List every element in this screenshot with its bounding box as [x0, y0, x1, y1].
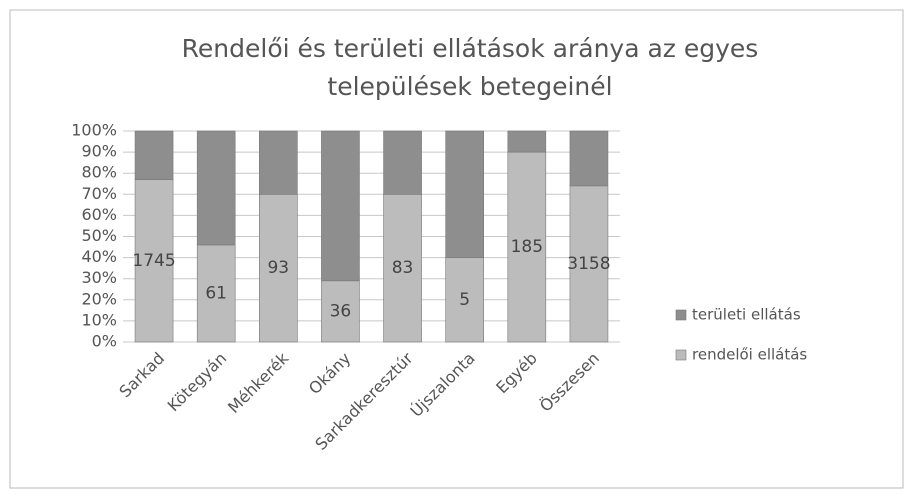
bar-segment — [569, 185, 609, 343]
legend-swatch — [675, 349, 687, 361]
legend-label: rendelői ellátás — [692, 346, 807, 364]
bar-segment — [569, 130, 609, 187]
bar-segment — [134, 179, 174, 343]
y-tick-label: 50% — [81, 226, 117, 245]
y-tick-label: 40% — [81, 247, 117, 266]
bar-segment — [321, 130, 360, 282]
y-tick-label: 100% — [71, 121, 117, 140]
bar-segment — [383, 130, 422, 195]
legend-swatch — [675, 309, 687, 321]
y-tick-label: 30% — [81, 268, 117, 287]
data-label: 93 — [267, 258, 289, 278]
data-label: 3158 — [567, 254, 610, 274]
bar-segment — [196, 244, 236, 343]
y-tick-label: 70% — [81, 184, 117, 203]
data-label: 61 — [205, 283, 227, 303]
bar-segment — [445, 257, 484, 343]
bar-segment — [259, 194, 298, 343]
data-label: 5 — [459, 290, 470, 310]
y-tick-label: 0% — [92, 332, 117, 351]
y-tick-label: 20% — [81, 289, 117, 308]
y-tick-label: 60% — [81, 205, 117, 224]
bar-segment — [196, 130, 236, 246]
bar-segment — [507, 130, 547, 153]
chart-title-line2: települések betegeinél — [327, 72, 612, 101]
data-label: 1745 — [132, 251, 175, 271]
bar-segment — [507, 151, 547, 343]
y-tick-label: 80% — [81, 163, 117, 182]
bar-segment — [134, 130, 174, 180]
data-label: 36 — [330, 301, 352, 321]
chart-title: Rendelői és területi ellátások aránya az… — [182, 34, 759, 63]
bar-segment — [383, 194, 422, 343]
bar-segment — [321, 280, 360, 343]
bar-segment — [259, 130, 298, 195]
y-tick-label: 90% — [81, 142, 117, 161]
legend-label: területi ellátás — [692, 306, 801, 324]
data-label: 83 — [392, 258, 414, 278]
bar-segment — [445, 130, 484, 258]
data-label: 185 — [511, 237, 543, 257]
y-tick-label: 10% — [81, 310, 117, 329]
